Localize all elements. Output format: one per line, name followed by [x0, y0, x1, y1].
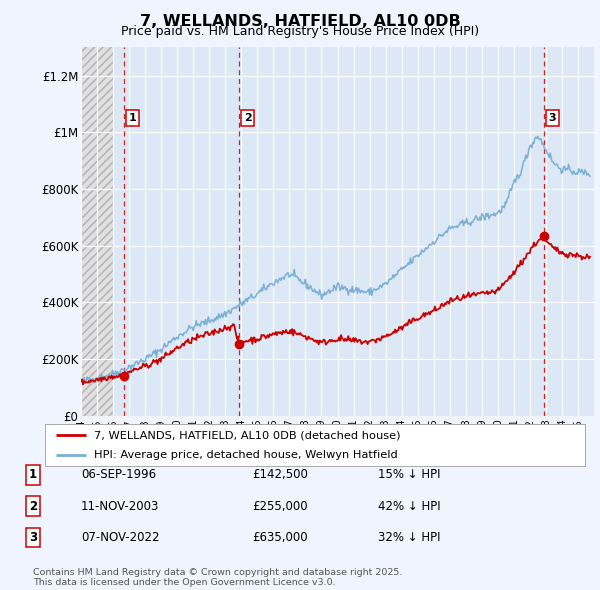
Text: 2: 2	[29, 500, 37, 513]
Text: 32% ↓ HPI: 32% ↓ HPI	[378, 531, 440, 544]
Text: £255,000: £255,000	[252, 500, 308, 513]
Bar	[81, 47, 113, 416]
Text: £142,500: £142,500	[252, 468, 308, 481]
Text: 1: 1	[29, 468, 37, 481]
Text: 07-NOV-2022: 07-NOV-2022	[81, 531, 160, 544]
Text: 3: 3	[548, 113, 556, 123]
Text: 42% ↓ HPI: 42% ↓ HPI	[378, 500, 440, 513]
Text: £635,000: £635,000	[252, 531, 308, 544]
Text: 2: 2	[244, 113, 251, 123]
Text: Contains HM Land Registry data © Crown copyright and database right 2025.
This d: Contains HM Land Registry data © Crown c…	[33, 568, 403, 587]
Text: Price paid vs. HM Land Registry's House Price Index (HPI): Price paid vs. HM Land Registry's House …	[121, 25, 479, 38]
Text: 06-SEP-1996: 06-SEP-1996	[81, 468, 156, 481]
Text: 3: 3	[29, 531, 37, 544]
Text: 7, WELLANDS, HATFIELD, AL10 0DB: 7, WELLANDS, HATFIELD, AL10 0DB	[140, 14, 460, 28]
Text: 15% ↓ HPI: 15% ↓ HPI	[378, 468, 440, 481]
Text: HPI: Average price, detached house, Welwyn Hatfield: HPI: Average price, detached house, Welw…	[94, 450, 397, 460]
Text: 7, WELLANDS, HATFIELD, AL10 0DB (detached house): 7, WELLANDS, HATFIELD, AL10 0DB (detache…	[94, 430, 400, 440]
Text: 11-NOV-2003: 11-NOV-2003	[81, 500, 160, 513]
Text: 1: 1	[129, 113, 137, 123]
